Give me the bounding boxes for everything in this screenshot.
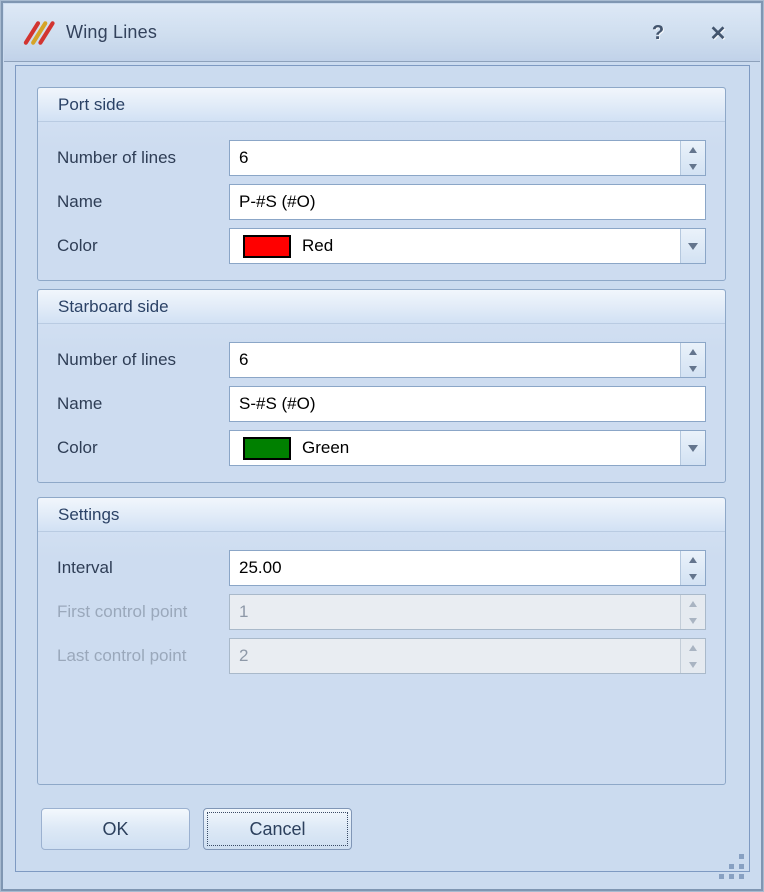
starboard-number-spin-buttons bbox=[680, 343, 705, 377]
spin-up-icon bbox=[689, 348, 697, 355]
last-control-point-spin-up-button bbox=[681, 639, 705, 656]
spin-up-icon bbox=[689, 556, 697, 563]
spin-down-icon bbox=[689, 661, 697, 668]
port-color-value: Red bbox=[302, 236, 334, 255]
port-name-label: Name bbox=[57, 192, 103, 211]
spin-down-icon bbox=[689, 617, 697, 624]
port-color-dropdown[interactable]: Red bbox=[229, 228, 706, 264]
port-color-label: Color bbox=[57, 236, 98, 255]
last-control-point-spin-down-button bbox=[681, 656, 705, 673]
group-title-starboard: Starboard side bbox=[38, 290, 725, 324]
row-last-control-point: Last control point bbox=[38, 638, 725, 674]
close-button[interactable]: ✕ bbox=[704, 19, 732, 47]
titlebar: Wing Lines ? ✕ bbox=[4, 4, 760, 62]
last-control-point-spinedit-disabled bbox=[229, 638, 706, 674]
port-name-input[interactable] bbox=[230, 185, 705, 219]
starboard-name-input[interactable] bbox=[230, 387, 705, 421]
port-number-spin-down-button[interactable] bbox=[681, 158, 705, 175]
row-first-control-point: First control point bbox=[38, 594, 725, 630]
first-control-point-spinedit-disabled bbox=[229, 594, 706, 630]
spin-down-icon bbox=[689, 573, 697, 580]
spin-up-icon bbox=[689, 600, 697, 607]
window-title: Wing Lines bbox=[66, 22, 158, 42]
row-port-number-of-lines: Number of lines bbox=[38, 140, 725, 176]
starboard-number-of-lines-label: Number of lines bbox=[57, 350, 177, 369]
help-icon: ? bbox=[651, 21, 665, 44]
spin-up-icon bbox=[689, 644, 697, 651]
spin-up-icon bbox=[689, 146, 697, 153]
starboard-color-value: Green bbox=[302, 438, 350, 457]
starboard-name-textedit[interactable] bbox=[229, 386, 706, 422]
starboard-color-dropdown[interactable]: Green bbox=[229, 430, 706, 466]
port-number-spin-buttons bbox=[680, 141, 705, 175]
interval-spinedit[interactable] bbox=[229, 550, 706, 586]
group-settings: Settings Interval First control point bbox=[37, 497, 726, 785]
close-icon: ✕ bbox=[709, 22, 727, 45]
starboard-color-selected: Green bbox=[230, 431, 680, 465]
starboard-color-label: Color bbox=[57, 438, 98, 457]
help-button[interactable]: ? bbox=[644, 19, 672, 47]
port-color-swatch bbox=[243, 234, 291, 258]
chevron-down-icon bbox=[688, 242, 698, 250]
first-control-point-spin-down-button bbox=[681, 612, 705, 629]
wing-lines-icon bbox=[23, 20, 55, 45]
starboard-color-dropdown-button[interactable] bbox=[680, 431, 705, 465]
starboard-color-swatch bbox=[243, 436, 291, 460]
chevron-down-icon bbox=[688, 444, 698, 452]
first-control-point-label: First control point bbox=[57, 602, 188, 621]
port-name-textedit[interactable] bbox=[229, 184, 706, 220]
resize-grip[interactable] bbox=[719, 854, 744, 879]
layout-panel: Port side Number of lines Name C bbox=[15, 65, 750, 872]
port-number-of-lines-input[interactable] bbox=[230, 141, 680, 175]
group-title-port: Port side bbox=[38, 88, 725, 122]
row-starboard-name: Name bbox=[38, 386, 725, 422]
spin-down-icon bbox=[689, 365, 697, 372]
interval-spin-up-button[interactable] bbox=[681, 551, 705, 568]
last-control-point-spin-buttons bbox=[680, 639, 705, 673]
last-control-point-label: Last control point bbox=[57, 646, 187, 665]
first-control-point-input bbox=[230, 595, 680, 629]
cancel-button[interactable]: Cancel bbox=[203, 808, 352, 850]
group-starboard-side: Starboard side Number of lines Name bbox=[37, 289, 726, 483]
spin-down-icon bbox=[689, 163, 697, 170]
starboard-name-label: Name bbox=[57, 394, 103, 413]
starboard-number-of-lines-input[interactable] bbox=[230, 343, 680, 377]
starboard-number-spin-down-button[interactable] bbox=[681, 360, 705, 377]
row-port-name: Name bbox=[38, 184, 725, 220]
ok-button[interactable]: OK bbox=[41, 808, 190, 850]
port-number-of-lines-spinedit[interactable] bbox=[229, 140, 706, 176]
first-control-point-spin-up-button bbox=[681, 595, 705, 612]
port-number-spin-up-button[interactable] bbox=[681, 141, 705, 158]
port-number-of-lines-label: Number of lines bbox=[57, 148, 177, 167]
last-control-point-input bbox=[230, 639, 680, 673]
group-port-side: Port side Number of lines Name C bbox=[37, 87, 726, 281]
port-color-selected: Red bbox=[230, 229, 680, 263]
row-starboard-color: Color Green bbox=[38, 430, 725, 466]
row-starboard-number-of-lines: Number of lines bbox=[38, 342, 725, 378]
interval-input[interactable] bbox=[230, 551, 680, 585]
starboard-number-of-lines-spinedit[interactable] bbox=[229, 342, 706, 378]
starboard-number-spin-up-button[interactable] bbox=[681, 343, 705, 360]
group-title-settings: Settings bbox=[38, 498, 725, 532]
first-control-point-spin-buttons bbox=[680, 595, 705, 629]
row-interval: Interval bbox=[38, 550, 725, 586]
row-port-color: Color Red bbox=[38, 228, 725, 264]
interval-spin-down-button[interactable] bbox=[681, 568, 705, 585]
resize-grip-icon bbox=[739, 874, 744, 879]
port-color-dropdown-button[interactable] bbox=[680, 229, 705, 263]
interval-spin-buttons bbox=[680, 551, 705, 585]
interval-label: Interval bbox=[57, 558, 113, 577]
